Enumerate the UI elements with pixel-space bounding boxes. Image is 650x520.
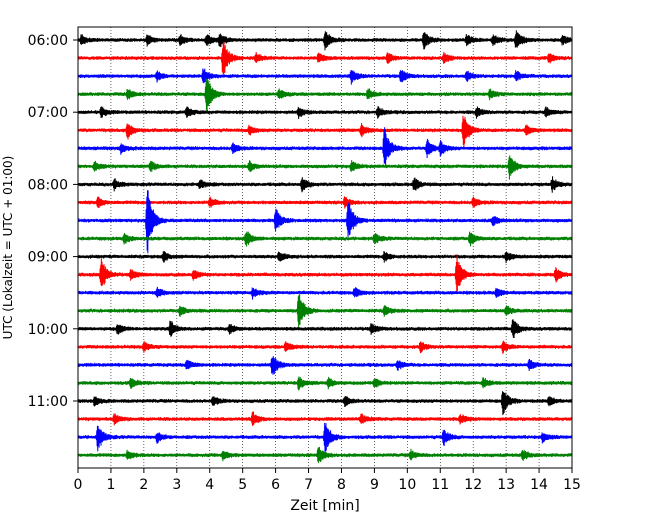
x-tick-label: 5 <box>238 477 247 493</box>
x-tick-label: 13 <box>497 477 515 493</box>
y-tick-label: 09:00 <box>28 250 68 266</box>
x-tick-label: 12 <box>464 477 482 493</box>
trace-06:45 <box>77 78 573 112</box>
trace-08:15 <box>77 196 573 209</box>
x-axis-label: Zeit [min] <box>290 498 359 514</box>
y-axis-label: UTC (Lokalzeit = UTC + 01:00) <box>1 156 15 340</box>
trace-11:15 <box>77 411 573 426</box>
x-tick-label: 15 <box>563 477 581 493</box>
x-tick-label: 10 <box>398 477 416 493</box>
x-tick-label: 7 <box>304 477 313 493</box>
x-tick-label: 9 <box>370 477 379 493</box>
x-tick-label: 2 <box>139 477 148 493</box>
trace-06:30 <box>77 68 573 85</box>
x-tick-label: 0 <box>74 477 83 493</box>
x-tick-label: 8 <box>337 477 346 493</box>
seismic-traces <box>77 30 573 464</box>
trace-11:30 <box>77 422 573 453</box>
x-tick-label: 3 <box>172 477 181 493</box>
trace-06:00 <box>77 30 573 51</box>
x-tick-label: 1 <box>106 477 115 493</box>
plot-frame <box>77 26 573 469</box>
y-tick-label: 11:00 <box>28 394 68 410</box>
trace-07:15 <box>77 115 573 147</box>
trace-10:30 <box>77 356 573 375</box>
y-tick-label: 10:00 <box>28 322 68 338</box>
trace-11:00 <box>77 391 573 416</box>
x-tick-label: 4 <box>205 477 214 493</box>
trace-10:15 <box>77 340 573 354</box>
trace-09:15 <box>77 254 573 292</box>
y-tick-label: 06:00 <box>28 33 68 49</box>
trace-06:15 <box>77 41 573 76</box>
trace-09:45 <box>77 292 573 328</box>
trace-08:45 <box>77 231 573 247</box>
y-tick-label: 08:00 <box>28 177 68 193</box>
x-tick-label: 14 <box>530 477 548 493</box>
trace-11:45 <box>77 446 573 464</box>
trace-08:00 <box>77 176 573 193</box>
x-tick-label: 6 <box>271 477 280 493</box>
trace-10:00 <box>77 319 573 338</box>
x-axis-ticks: 0 1 2 3 4 5 6 7 8 9 10 11 12 13 14 15 <box>74 468 581 493</box>
x-tick-label: 11 <box>431 477 449 493</box>
trace-10:45 <box>77 376 573 391</box>
trace-07:30 <box>77 127 573 166</box>
trace-09:30 <box>77 286 573 300</box>
y-axis-ticks: 06:00 07:00 08:00 09:00 10:00 11:00 <box>28 33 78 410</box>
trace-07:45 <box>77 155 573 180</box>
trace-09:00 <box>77 251 573 264</box>
y-tick-label: 07:00 <box>28 105 68 121</box>
trace-07:00 <box>77 106 573 119</box>
trace-08:30 <box>77 190 573 254</box>
